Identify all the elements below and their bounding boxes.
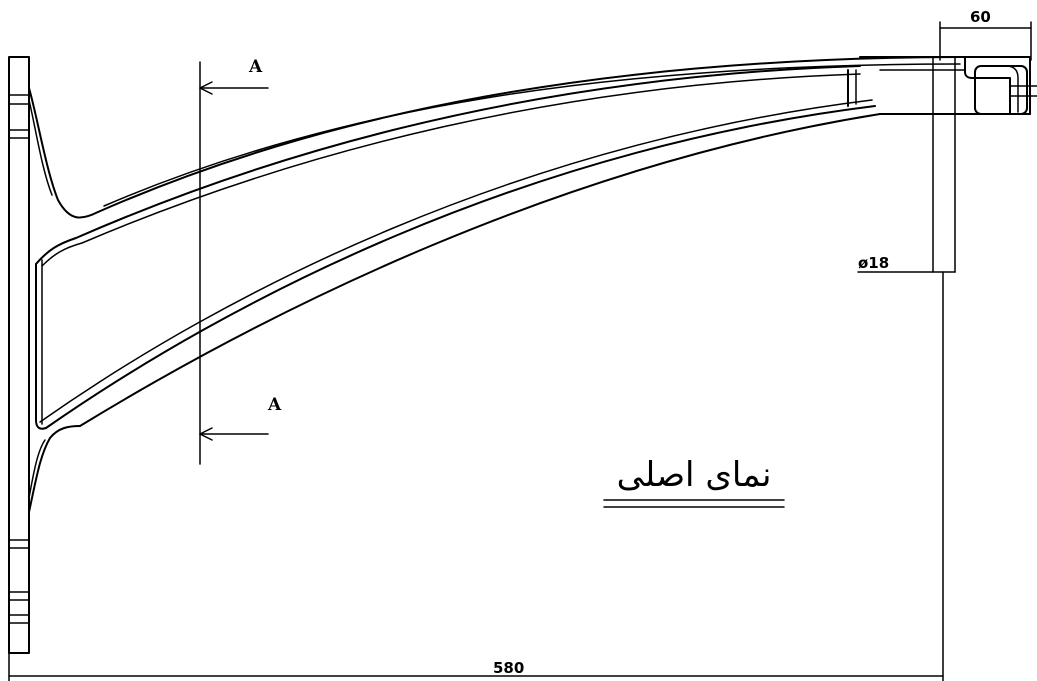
dimension-60-label: 60: [970, 8, 991, 26]
view-title-label: نمای اصلی: [617, 455, 772, 495]
lower-gusset: [28, 425, 81, 513]
dimension-diameter: ø18: [857, 56, 956, 273]
lower-arm: [39, 99, 881, 429]
dimension-580: 580: [8, 271, 944, 681]
dimension-diameter-label: ø18: [858, 254, 889, 272]
upper-gusset: [28, 87, 99, 219]
end-block: [859, 56, 1037, 115]
view-title: نمای اصلی: [603, 455, 785, 508]
end-rib: [847, 69, 857, 107]
section-mark-bottom: A: [267, 395, 282, 415]
section-line: A A: [199, 57, 282, 465]
upper-arm: [35, 56, 961, 267]
wall-web: [35, 259, 47, 430]
dimension-60: 60: [939, 8, 1032, 61]
section-mark-top: A: [248, 57, 263, 77]
dimension-580-label: 580: [493, 659, 524, 677]
wall-plate: [8, 56, 30, 654]
